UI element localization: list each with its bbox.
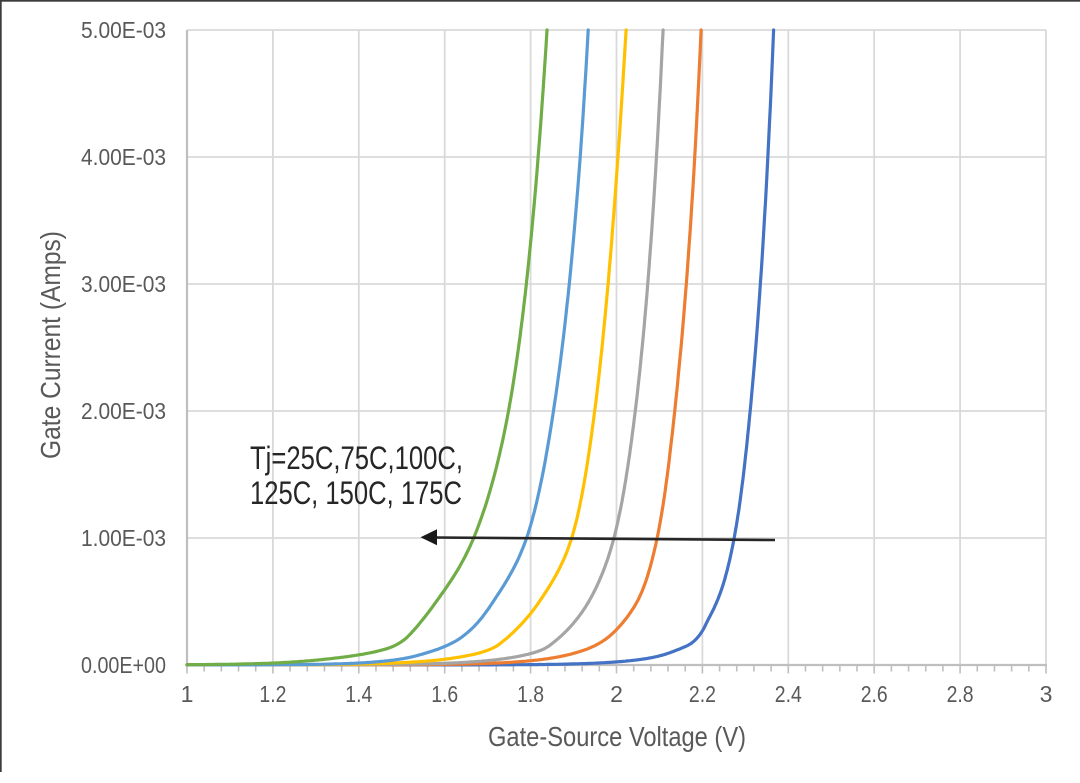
- svg-text:1.8: 1.8: [517, 681, 544, 707]
- svg-text:2.8: 2.8: [947, 681, 974, 707]
- svg-text:3.00E-03: 3.00E-03: [81, 271, 166, 297]
- svg-text:2: 2: [610, 681, 623, 707]
- svg-text:5.00E-03: 5.00E-03: [81, 17, 166, 43]
- svg-text:0.00E+00: 0.00E+00: [81, 652, 166, 678]
- svg-text:1.4: 1.4: [345, 681, 372, 707]
- svg-text:1.6: 1.6: [431, 681, 458, 707]
- svg-text:Gate Current (Amps): Gate Current (Amps): [35, 231, 66, 459]
- svg-text:1.00E-03: 1.00E-03: [81, 525, 166, 551]
- svg-text:125C, 150C, 175C: 125C, 150C, 175C: [250, 475, 462, 511]
- svg-text:1: 1: [181, 681, 194, 707]
- svg-text:3: 3: [1040, 681, 1053, 707]
- svg-text:1.2: 1.2: [259, 681, 286, 707]
- svg-text:2.6: 2.6: [861, 681, 888, 707]
- svg-text:4.00E-03: 4.00E-03: [81, 144, 166, 170]
- svg-text:Tj=25C,75C,100C,: Tj=25C,75C,100C,: [250, 440, 463, 476]
- svg-text:2.2: 2.2: [689, 681, 716, 707]
- svg-text:2.00E-03: 2.00E-03: [81, 398, 166, 424]
- svg-text:2.4: 2.4: [775, 681, 802, 707]
- svg-text:Gate-Source Voltage (V): Gate-Source Voltage (V): [488, 721, 746, 752]
